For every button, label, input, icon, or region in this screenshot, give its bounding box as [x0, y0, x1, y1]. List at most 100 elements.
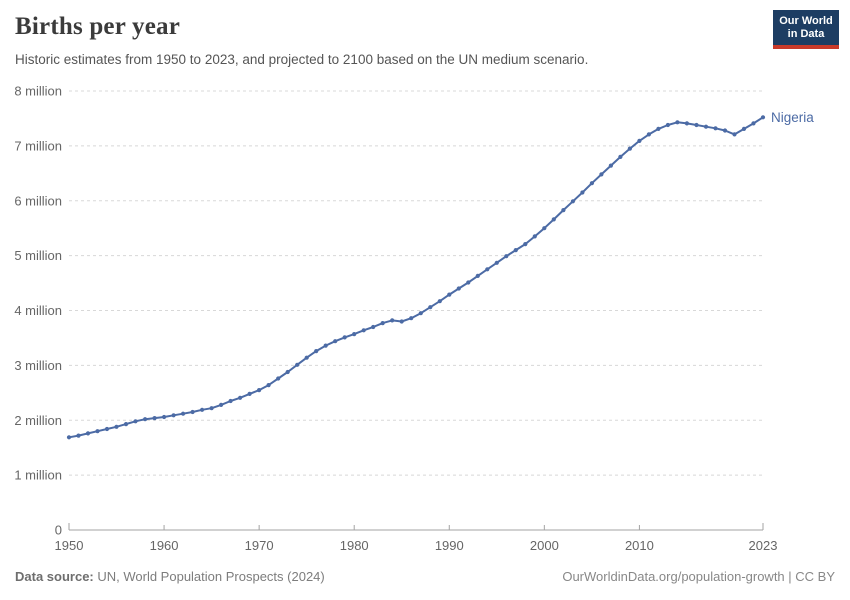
data-point[interactable]: [580, 190, 585, 195]
data-point[interactable]: [152, 416, 157, 421]
data-point[interactable]: [276, 376, 281, 381]
data-point[interactable]: [741, 126, 747, 131]
data-point[interactable]: [399, 319, 404, 324]
data-point[interactable]: [323, 343, 328, 348]
data-point[interactable]: [190, 409, 195, 415]
data-point[interactable]: [171, 413, 176, 418]
owid-logo-line1: Our World: [779, 15, 833, 27]
data-point[interactable]: [437, 299, 442, 304]
data-point[interactable]: [684, 121, 690, 126]
data-point[interactable]: [371, 324, 376, 330]
data-point[interactable]: [295, 362, 300, 367]
data-point[interactable]: [390, 318, 395, 323]
data-point[interactable]: [409, 316, 414, 321]
data-point[interactable]: [608, 163, 614, 168]
data-point[interactable]: [104, 426, 110, 432]
data-point[interactable]: [143, 417, 148, 422]
y-tick-label-1: 1 million: [14, 468, 62, 483]
data-point[interactable]: [542, 226, 547, 231]
data-point[interactable]: [133, 419, 138, 424]
data-point[interactable]: [751, 121, 756, 126]
data-source: Data source: UN, World Population Prospe…: [15, 569, 325, 584]
data-point[interactable]: [703, 124, 709, 129]
data-point[interactable]: [494, 260, 499, 265]
data-point[interactable]: [428, 305, 433, 310]
data-point[interactable]: [76, 433, 81, 438]
data-point[interactable]: [713, 126, 718, 131]
data-point[interactable]: [532, 234, 537, 239]
data-point[interactable]: [523, 242, 528, 247]
data-point[interactable]: [228, 398, 233, 404]
data-point[interactable]: [123, 422, 129, 427]
y-tick-label-0: 0: [55, 523, 62, 538]
data-point[interactable]: [352, 332, 357, 337]
data-point[interactable]: [760, 115, 766, 120]
x-tick-label-2023: 2023: [749, 538, 778, 553]
data-point[interactable]: [209, 406, 214, 411]
y-tick-label-8: 8 million: [14, 84, 62, 99]
data-point[interactable]: [162, 414, 167, 420]
data-source-label: Data source:: [15, 569, 94, 584]
y-tick-label-3: 3 million: [14, 358, 62, 373]
data-point[interactable]: [646, 132, 652, 137]
data-point[interactable]: [95, 429, 100, 434]
data-point[interactable]: [732, 132, 737, 137]
y-tick-label-6: 6 million: [14, 193, 62, 208]
data-point[interactable]: [466, 280, 471, 285]
chart-subtitle: Historic estimates from 1950 to 2023, an…: [15, 52, 589, 67]
data-point[interactable]: [342, 335, 347, 340]
data-point[interactable]: [333, 339, 338, 344]
page-title: Births per year: [15, 13, 181, 40]
data-point[interactable]: [304, 355, 309, 360]
data-point[interactable]: [551, 217, 556, 222]
series-line-nigeria[interactable]: [68, 116, 764, 439]
data-point[interactable]: [694, 122, 699, 128]
series-label-nigeria[interactable]: Nigeria: [771, 110, 814, 125]
data-point[interactable]: [219, 402, 224, 407]
data-point[interactable]: [504, 254, 509, 259]
x-tick-label-2000: 2000: [530, 538, 559, 553]
data-point[interactable]: [618, 154, 623, 159]
x-tick-label-1980: 1980: [340, 538, 369, 553]
data-point[interactable]: [637, 138, 642, 143]
data-point[interactable]: [238, 395, 243, 400]
data-point[interactable]: [447, 292, 452, 297]
data-point[interactable]: [247, 391, 252, 396]
data-point[interactable]: [361, 328, 366, 333]
data-point[interactable]: [656, 126, 661, 131]
owid-logo-line2: in Data: [787, 28, 825, 40]
data-point[interactable]: [257, 388, 262, 393]
x-tick-label-2010: 2010: [625, 538, 654, 553]
data-source-text: UN, World Population Prospects (2024): [93, 569, 325, 584]
data-point[interactable]: [475, 273, 480, 278]
data-point[interactable]: [85, 431, 91, 436]
data-point[interactable]: [599, 172, 604, 177]
data-point[interactable]: [513, 248, 518, 253]
x-tick-label-1960: 1960: [150, 538, 179, 553]
data-point[interactable]: [665, 122, 671, 128]
data-point[interactable]: [722, 128, 728, 133]
data-point[interactable]: [561, 208, 566, 213]
data-point[interactable]: [456, 286, 461, 291]
data-point[interactable]: [266, 383, 271, 388]
data-point[interactable]: [675, 120, 680, 125]
data-point[interactable]: [570, 199, 576, 204]
data-point[interactable]: [485, 267, 490, 272]
data-point[interactable]: [627, 146, 633, 151]
data-point[interactable]: [380, 321, 385, 326]
data-point[interactable]: [66, 435, 72, 440]
data-point[interactable]: [285, 369, 290, 375]
y-tick-label-2: 2 million: [14, 413, 62, 428]
x-tick-label-1990: 1990: [435, 538, 464, 553]
credit-link[interactable]: OurWorldinData.org/population-growth | C…: [562, 569, 835, 584]
x-tick-label-1970: 1970: [245, 538, 274, 553]
owid-logo[interactable]: Our World in Data: [773, 10, 839, 49]
data-point[interactable]: [181, 411, 186, 416]
data-point[interactable]: [114, 424, 119, 429]
data-point[interactable]: [200, 407, 205, 412]
data-point[interactable]: [314, 349, 319, 354]
data-point[interactable]: [418, 311, 423, 316]
data-point[interactable]: [589, 181, 595, 186]
